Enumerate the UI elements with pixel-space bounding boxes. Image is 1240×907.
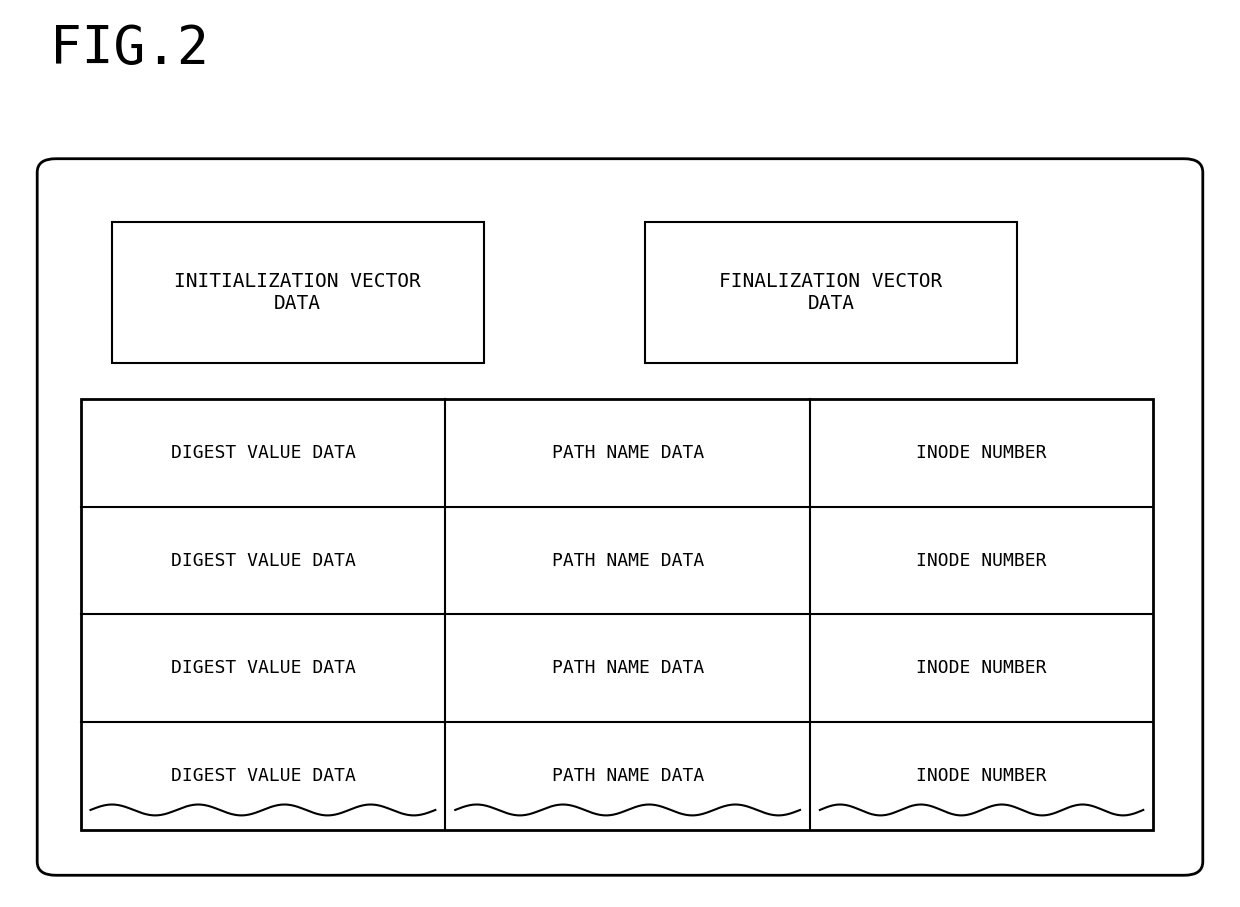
Text: DIGEST VALUE DATA: DIGEST VALUE DATA [171,767,356,785]
FancyBboxPatch shape [37,159,1203,875]
Text: DIGEST VALUE DATA: DIGEST VALUE DATA [171,659,356,678]
Text: DIGEST VALUE DATA: DIGEST VALUE DATA [171,444,356,462]
Text: PATH NAME DATA: PATH NAME DATA [552,551,704,570]
Bar [81,399,1153,830]
Bar [112,222,484,363]
Text: PATH NAME DATA: PATH NAME DATA [552,767,704,785]
Text: FIG.2: FIG.2 [50,23,208,74]
Text: INODE NUMBER: INODE NUMBER [916,444,1047,462]
Bar [645,222,1017,363]
Text: INITIALIZATION VECTOR
DATA: INITIALIZATION VECTOR DATA [175,272,420,313]
Text: INODE NUMBER: INODE NUMBER [916,767,1047,785]
Text: DIGEST VALUE DATA: DIGEST VALUE DATA [171,551,356,570]
Text: INODE NUMBER: INODE NUMBER [916,659,1047,678]
Text: FINALIZATION VECTOR
DATA: FINALIZATION VECTOR DATA [719,272,942,313]
Text: INODE NUMBER: INODE NUMBER [916,551,1047,570]
Text: PATH NAME DATA: PATH NAME DATA [552,444,704,462]
Text: PATH NAME DATA: PATH NAME DATA [552,659,704,678]
